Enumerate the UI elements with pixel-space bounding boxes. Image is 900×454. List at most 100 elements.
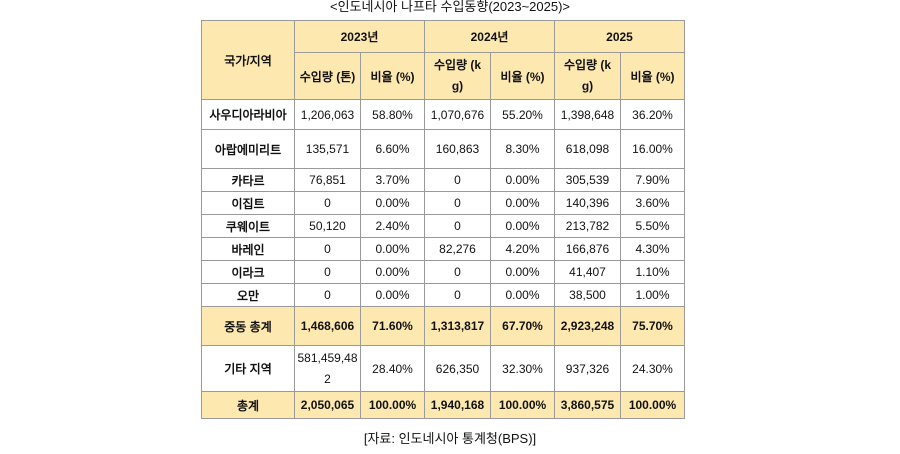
table-row: 중동 총계 1,468,606 71.60% 1,313,817 67.70% 2,923… [201,306,685,346]
table-cell: 2.40% [360,214,425,238]
header-qty-2025: 수입량 (k g) [554,52,621,100]
table-row: 쿠웨이트 50,120 2.40% 0 0.00% 213,782 5.50% [201,214,685,238]
table-cell: 0 [424,260,491,284]
table-row: 이집트 0 0.00% 0 0.00% 140,396 3.60% [201,191,685,215]
table-cell: 3.60% [620,191,685,215]
table-cell: 1,398,648 [554,99,621,130]
table-cell: 160,863 [424,129,491,169]
row-region-label: 아랍에미리트 [201,129,295,169]
table-cell: 1.10% [620,260,685,284]
table-cell: 2,050,065 [294,391,361,419]
table-cell: 0 [424,168,491,192]
table-row: 오만 0 0.00% 0 0.00% 38,500 1.00% [201,283,685,307]
row-region-label: 기타 지역 [201,345,295,392]
source-note: [자료: 인도네시아 통계청(BPS)] [363,431,537,446]
table-cell: 0 [424,283,491,307]
table-cell: 36.20% [620,99,685,130]
table-cell: 58.80% [360,99,425,130]
header-year-2024: 2024년 [424,20,555,53]
row-region-label: 카타르 [201,168,295,192]
table-cell: 0.00% [360,283,425,307]
table-cell: 0 [294,260,361,284]
table-cell: 24.30% [620,345,685,392]
table-cell: 0.00% [360,237,425,261]
table-cell: 3.70% [360,168,425,192]
table-cell: 100.00% [620,391,685,419]
row-region-label: 바레인 [201,237,295,261]
table-cell: 1,468,606 [294,306,361,346]
table-row: 카타르 76,851 3.70% 0 0.00% 305,539 7.90% [201,168,685,192]
header-qty-2024: 수입량 (k g) [424,52,491,100]
table-cell: 71.60% [360,306,425,346]
table-cell: 0.00% [490,191,555,215]
header-year-2023: 2023년 [294,20,425,53]
header-region: 국가/지역 [201,20,295,100]
table-cell: 28.40% [360,345,425,392]
row-region-label: 이집트 [201,191,295,215]
table-cell: 166,876 [554,237,621,261]
row-region-label: 이라크 [201,260,295,284]
table-cell: 0.00% [490,283,555,307]
table-cell: 0.00% [360,260,425,284]
table-title: <인도네시아 나프타 수입동향(2023~2025)> [329,0,571,14]
table-cell: 6.60% [360,129,425,169]
table-cell: 50,120 [294,214,361,238]
table-cell: 38,500 [554,283,621,307]
table-cell: 100.00% [490,391,555,419]
table-cell: 0 [424,191,491,215]
table-cell: 1,206,063 [294,99,361,130]
table-cell: 55.20% [490,99,555,130]
table-cell: 67.70% [490,306,555,346]
table-cell: 1,940,168 [424,391,491,419]
table-cell: 0.00% [490,168,555,192]
table-cell: 0.00% [490,214,555,238]
table-cell: 75.70% [620,306,685,346]
header-ratio-2023: 비율 (%) [360,52,425,100]
table-cell: 7.90% [620,168,685,192]
table-cell: 0.00% [490,260,555,284]
table-cell: 100.00% [360,391,425,419]
row-region-label: 총계 [201,391,295,419]
table-cell: 135,571 [294,129,361,169]
table-cell: 140,396 [554,191,621,215]
header-year-2025: 2025 [554,20,685,53]
table-row: 바레인 0 0.00% 82,276 4.20% 166,876 4.30% [201,237,685,261]
table-cell: 0 [294,191,361,215]
table-cell: 5.50% [620,214,685,238]
table-cell: 581,459,482 [294,345,361,392]
table-cell: 305,539 [554,168,621,192]
table-cell: 0 [294,237,361,261]
table-cell: 0 [294,283,361,307]
table-cell: 8.30% [490,129,555,169]
table-cell: 4.20% [490,237,555,261]
table-cell: 76,851 [294,168,361,192]
table-cell: 618,098 [554,129,621,169]
table-cell: 213,782 [554,214,621,238]
row-region-label: 중동 총계 [201,306,295,346]
naphtha-import-table: 국가/지역 2023년 2024년 2025 수입량 (톤) 비율 (%) 수입… [201,20,685,419]
table-cell: 0 [424,214,491,238]
table-cell: 41,407 [554,260,621,284]
table-cell: 626,350 [424,345,491,392]
table-row: 기타 지역 581,459,482 28.40% 626,350 32.30% 937,3… [201,345,685,392]
header-ratio-2024: 비율 (%) [490,52,555,100]
table-cell: 82,276 [424,237,491,261]
header-qty-2023: 수입량 (톤) [294,52,361,100]
table-cell: 1.00% [620,283,685,307]
table-cell: 2,923,248 [554,306,621,346]
row-region-label: 쿠웨이트 [201,214,295,238]
table-row: 이라크 0 0.00% 0 0.00% 41,407 1.10% [201,260,685,284]
table-row: 총계 2,050,065 100.00% 1,940,168 100.00% 3,860,… [201,391,685,419]
table-body: 사우디아라비아 1,206,063 58.80% 1,070,676 55.20% 1,3… [201,99,685,419]
table-cell: 1,070,676 [424,99,491,130]
row-region-label: 오만 [201,283,295,307]
table-row: 아랍에미리트 135,571 6.60% 160,863 8.30% 618,098 16.… [201,129,685,169]
table-cell: 16.00% [620,129,685,169]
table-cell: 3,860,575 [554,391,621,419]
header-ratio-2025: 비율 (%) [620,52,685,100]
table-cell: 937,326 [554,345,621,392]
row-region-label: 사우디아라비아 [201,99,295,130]
table-cell: 1,313,817 [424,306,491,346]
table-cell: 4.30% [620,237,685,261]
table-cell: 0.00% [360,191,425,215]
